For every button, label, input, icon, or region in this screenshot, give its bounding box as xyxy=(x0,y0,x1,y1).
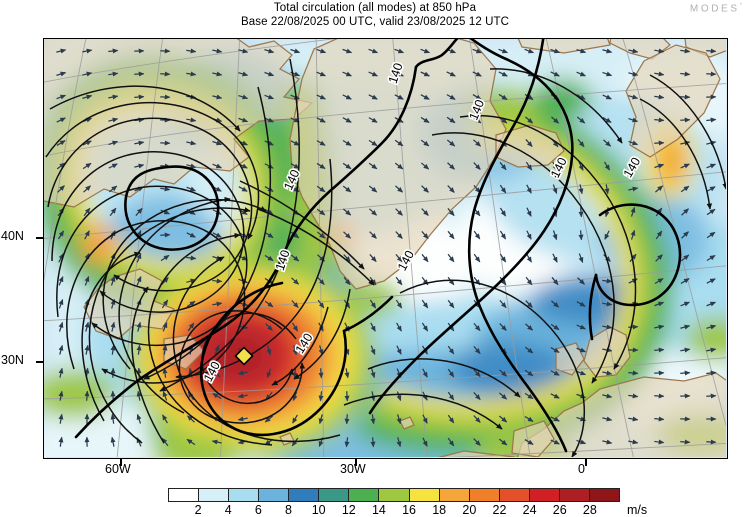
wind-arrow xyxy=(628,373,637,374)
colorbar-tick-6: 6 xyxy=(255,503,262,517)
wind-arrow xyxy=(160,51,169,52)
colorbar-tick-28: 28 xyxy=(583,503,597,517)
wind-arrow xyxy=(373,437,374,446)
wind-arrow xyxy=(654,120,663,121)
colorbar-segment-12 xyxy=(529,489,559,501)
colorbar-segment-6 xyxy=(348,489,378,501)
wind-arrow xyxy=(602,281,611,282)
colorbar-tick-8: 8 xyxy=(285,503,292,517)
tick-lon-0 xyxy=(585,458,587,466)
axis-label-lon-0: 0 xyxy=(578,462,585,476)
wind-arrow xyxy=(654,350,663,351)
colorbar-segment-9 xyxy=(439,489,469,501)
wind-arrow xyxy=(680,442,689,443)
colorbar-tick-4: 4 xyxy=(225,503,232,517)
wind-arrow xyxy=(134,97,143,98)
wind-arrow xyxy=(212,281,221,282)
colorbar-segment-5 xyxy=(318,489,348,501)
colorbar-segment-3 xyxy=(258,489,288,501)
axis-label-lon-60w: 60W xyxy=(105,462,131,476)
colorbar-segment-7 xyxy=(378,489,408,501)
colorbar-tick-26: 26 xyxy=(553,503,567,517)
colorbar-segment-13 xyxy=(559,489,589,501)
axis-label-lon-30w: 30W xyxy=(340,462,366,476)
page-title: Total circulation (all modes) at 850 hPa xyxy=(0,2,750,16)
wind-arrow xyxy=(347,391,348,400)
tick-lat-40 xyxy=(36,237,44,239)
modes-logo: MODES° xyxy=(690,3,742,14)
axis-label-lat-40n: 40N xyxy=(1,229,24,243)
brand-text: MODES xyxy=(690,3,740,14)
colorbar-tick-2: 2 xyxy=(195,503,202,517)
colorbar-segment-2 xyxy=(228,489,258,501)
colorbar xyxy=(168,488,620,502)
wind-arrow xyxy=(87,391,88,400)
colorbar-tick-18: 18 xyxy=(432,503,446,517)
colorbar-segment-11 xyxy=(499,489,529,501)
colorbar-segment-1 xyxy=(198,489,228,501)
wind-arrow xyxy=(321,368,322,377)
wind-arrow xyxy=(654,419,663,420)
colorbar-tick-20: 20 xyxy=(462,503,476,517)
wind-arrow xyxy=(706,396,715,397)
colorbar-tick-22: 22 xyxy=(493,503,507,517)
colorbar-tick-12: 12 xyxy=(342,503,356,517)
axis-label-lat-30n: 30N xyxy=(1,353,24,367)
colorbar-units-label: m/s xyxy=(627,503,647,517)
colorbar-tick-10: 10 xyxy=(312,503,326,517)
colorbar-tick-24: 24 xyxy=(523,503,537,517)
colorbar-segment-4 xyxy=(288,489,318,501)
wind-arrow xyxy=(680,373,689,374)
chart-title-block: Total circulation (all modes) at 850 hPa… xyxy=(0,2,750,29)
colorbar-segment-0 xyxy=(169,489,198,501)
colorbar-segment-8 xyxy=(409,489,439,501)
wind-arrow xyxy=(581,230,582,239)
colorbar-tick-14: 14 xyxy=(372,503,386,517)
chart-subtitle: Base 22/08/2025 00 UTC, valid 23/08/2025… xyxy=(0,16,750,30)
tick-lat-30 xyxy=(36,361,44,363)
colorbar-tick-16: 16 xyxy=(402,503,416,517)
colorbar-segment-10 xyxy=(469,489,499,501)
brand-mark-icon: ° xyxy=(740,3,742,9)
colorbar-segment-14 xyxy=(589,489,619,501)
wind-arrow xyxy=(581,207,582,216)
wind-arrow xyxy=(680,120,689,121)
wind-arrow xyxy=(706,51,715,52)
